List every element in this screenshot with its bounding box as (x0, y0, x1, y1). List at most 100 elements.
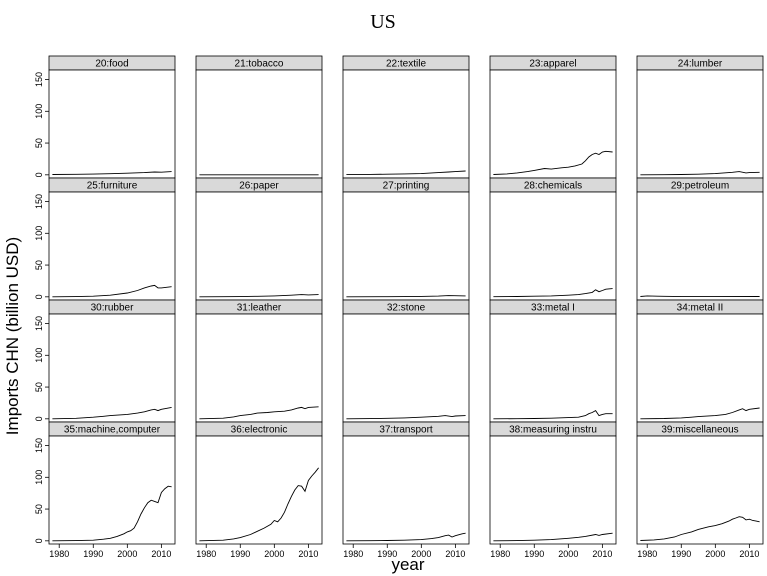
facet-plot-frame (195, 69, 323, 179)
facet-panel: 37:transport 1980 1990 2000 2010 (342, 421, 470, 559)
facet-plot-frame (489, 435, 617, 545)
facet-panel: 22:textile (342, 55, 470, 179)
facet-strip-label: 29:petroleum (671, 181, 729, 192)
facet-plot-frame (48, 69, 176, 179)
facet-strip-label: 34:metal II (677, 303, 724, 314)
x-tick-label: 1980 (196, 549, 216, 559)
facet-panel: 27:printing (342, 177, 470, 301)
facet-panel: 32:stone (342, 299, 470, 423)
x-tick-label: 1990 (524, 549, 544, 559)
facet-strip-label: 30:rubber (91, 303, 134, 314)
facet-plot-frame (342, 313, 470, 423)
facet-strip-label: 36:electronic (231, 425, 288, 436)
x-tick-label: 1990 (671, 549, 691, 559)
facet-plot-frame (195, 191, 323, 301)
facet-panel: 25:furniture 0 50 100 150 (34, 177, 176, 301)
facet-panel: 31:leather (195, 299, 323, 423)
series-line (199, 294, 319, 298)
series-line (640, 295, 760, 298)
facet-plot-frame (342, 191, 470, 301)
facet-strip-label: 31:leather (237, 303, 282, 314)
facet-panel: 24:lumber (636, 55, 764, 179)
facet-plot-frame (195, 313, 323, 423)
y-tick-label: 0 (34, 538, 44, 543)
y-tick-label: 50 (34, 138, 44, 148)
facet-plot-frame (636, 435, 764, 545)
x-tick-label: 2010 (739, 549, 759, 559)
facet-plot-frame (489, 313, 617, 423)
facet-strip-label: 37:transport (379, 425, 433, 436)
x-tick-label: 1980 (490, 549, 510, 559)
series-line (346, 170, 466, 176)
facet-strip-label: 32:stone (387, 303, 426, 314)
facet-plot-frame (342, 435, 470, 545)
facet-panel: 33:metal I (489, 299, 617, 423)
facet-strip-label: 23:apparel (529, 59, 576, 70)
series-line (52, 284, 172, 298)
series-line (346, 532, 466, 542)
facet-plot-frame (636, 313, 764, 423)
y-tick-label: 0 (34, 294, 44, 299)
x-tick-label: 2000 (264, 549, 284, 559)
y-tick-label: 100 (34, 104, 44, 119)
chart-title: US (370, 11, 396, 33)
facet-strip-label: 39:miscellaneous (661, 425, 738, 436)
facet-strip-label: 25:furniture (87, 181, 138, 192)
y-axis-title: Imports CHN (billion USD) (3, 237, 22, 435)
facet-plot-frame (48, 313, 176, 423)
facet-plot-frame (195, 435, 323, 545)
facet-strip-label: 21:tobacco (235, 59, 284, 70)
facet-panel: 38:measuring instru 1980 1990 2000 2010 (489, 421, 617, 559)
facet-panel: 39:miscellaneous 1980 1990 2000 2010 (636, 421, 764, 559)
facet-strip-label: 38:measuring instru (509, 425, 597, 436)
y-tick-label: 100 (34, 226, 44, 241)
series-line (640, 407, 760, 420)
x-tick-label: 2000 (117, 549, 137, 559)
series-line (640, 516, 760, 541)
facet-panel: 35:machine,computer 0 50 100 150 1980 1990 2000… (34, 421, 176, 559)
x-tick-label: 2000 (705, 549, 725, 559)
x-tick-label: 2010 (592, 549, 612, 559)
facet-strip-label: 35:machine,computer (64, 425, 161, 436)
series-line (199, 406, 319, 420)
y-tick-label: 50 (34, 504, 44, 514)
x-tick-label: 1990 (230, 549, 250, 559)
facet-plot-frame (636, 191, 764, 301)
series-line (52, 485, 172, 542)
y-tick-label: 50 (34, 260, 44, 270)
facet-strip-label: 20:food (95, 59, 128, 70)
series-line (493, 410, 613, 420)
x-tick-label: 1980 (49, 549, 69, 559)
y-tick-label: 150 (34, 72, 44, 87)
facet-panel: 20:food 0 50 100 150 (34, 55, 176, 179)
series-line (199, 467, 319, 542)
series-line (640, 171, 760, 176)
facet-panel: 29:petroleum (636, 177, 764, 301)
x-tick-label: 2000 (558, 549, 578, 559)
series-line (346, 415, 466, 420)
facet-plot-frame (636, 69, 764, 179)
facet-panels: 20:food 0 50 100 150 21:tobacco 22:textile 23:a… (34, 55, 764, 559)
y-tick-label: 100 (34, 470, 44, 485)
series-line (493, 288, 613, 298)
series-line (493, 532, 613, 542)
x-tick-label: 1990 (83, 549, 103, 559)
x-tick-label: 2010 (298, 549, 318, 559)
x-tick-label: 2010 (445, 549, 465, 559)
facet-panel: 28:chemicals (489, 177, 617, 301)
series-line (493, 150, 613, 175)
facet-strip-label: 27:printing (383, 181, 430, 192)
y-tick-label: 150 (34, 194, 44, 209)
facet-plot-frame (489, 69, 617, 179)
facet-strip-label: 22:textile (386, 59, 426, 70)
y-tick-label: 0 (34, 172, 44, 177)
facet-panel: 30:rubber 0 50 100 150 (34, 299, 176, 423)
x-tick-label: 2000 (411, 549, 431, 559)
facet-panel: 21:tobacco (195, 55, 323, 179)
x-axis-title: year (391, 555, 424, 574)
facet-plot-frame (342, 69, 470, 179)
y-tick-label: 150 (34, 438, 44, 453)
y-tick-label: 0 (34, 416, 44, 421)
facet-plot-frame (489, 191, 617, 301)
